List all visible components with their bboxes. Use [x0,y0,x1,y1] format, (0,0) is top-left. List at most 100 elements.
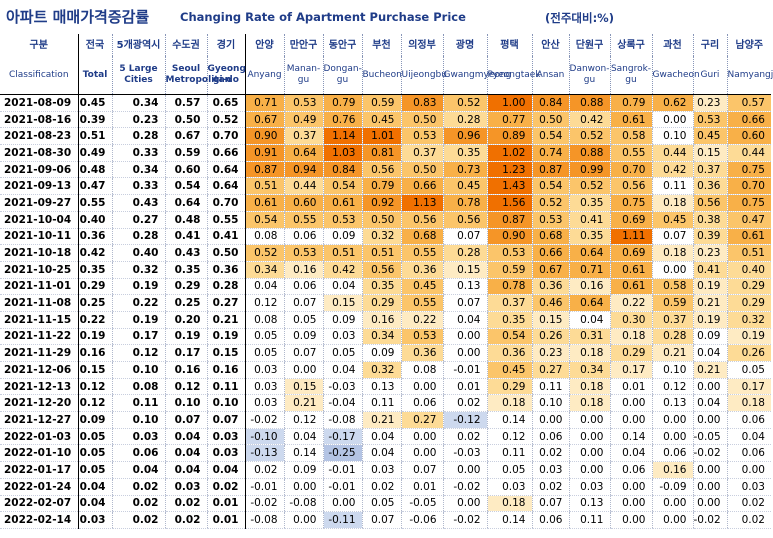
value-cell: 0.23 [111,111,165,129]
value-cell: 0.03 [244,361,284,379]
column-header-en: Danwon-gu [568,56,610,95]
value-cell: 0.61 [322,194,362,212]
value-cell: 0.04 [609,444,652,463]
value-cell: 0.40 [726,261,771,279]
table-row: 2022-01-17 0.05 0.04 0.04 0.04 0.02 0.09 -0.01 0… [0,461,771,479]
value-cell: 1.14 [322,127,362,146]
value-cell: 0.53 [400,328,443,346]
value-cell: 0.70 [609,161,652,179]
value-cell: 0.00 [692,411,727,429]
value-cell: 0.96 [442,127,487,146]
value-cell: 0.07 [361,511,401,529]
value-cell: 0.00 [609,411,652,429]
value-cell: 0.66 [726,111,771,129]
value-cell: 0.54 [244,211,284,229]
value-cell: 0.50 [361,211,401,229]
value-cell: 0.55 [609,144,652,162]
value-cell: 0.13 [568,495,610,513]
value-cell: 0.23 [692,244,727,262]
value-cell: 0.34 [111,94,165,112]
value-cell: -0.02 [442,478,487,496]
value-cell: 0.11 [651,177,693,196]
value-cell: 0.00 [568,461,610,479]
value-cell: 0.59 [651,294,693,312]
value-cell: 0.45 [77,94,112,112]
value-cell: 0.00 [400,428,443,446]
value-cell: 0.81 [361,144,401,162]
column-header-ko: 안양 [244,34,284,56]
row-date: 2021-11-29 [0,344,79,362]
value-cell: 0.53 [531,211,569,229]
value-cell: 0.59 [164,144,207,162]
value-cell: -0.11 [322,511,362,529]
value-cell: 0.17 [726,378,771,396]
table-body: 2021-08-09 0.45 0.34 0.57 0.65 0.71 0.53 0.79 0.… [0,94,771,529]
row-date: 2022-01-10 [0,444,79,463]
column-header-ko: 부천 [361,34,401,56]
value-cell: 0.55 [206,211,246,229]
column-header-en: Anyang [244,56,284,95]
value-cell: 0.39 [692,228,727,246]
row-date: 2021-08-09 [0,94,79,112]
row-date: 2021-08-23 [0,127,79,146]
value-cell: 0.05 [244,344,284,362]
value-cell: 0.03 [111,428,165,446]
value-cell: 0.57 [164,94,207,112]
value-cell: 0.15 [531,311,569,329]
value-cell: 0.47 [726,211,771,229]
column-header-en: Guri [692,56,727,95]
value-cell: 0.49 [77,144,112,162]
value-cell: 0.94 [283,161,323,179]
value-cell: 0.58 [651,278,693,296]
value-cell: 0.66 [206,144,246,162]
value-cell: 0.08 [400,361,443,379]
value-cell: 0.10 [651,361,693,379]
value-cell: 0.01 [206,495,246,513]
value-cell: 0.64 [568,294,610,312]
table-row: 2022-02-14 0.03 0.02 0.02 0.01 -0.08 0.00 -0.11… [0,511,771,529]
value-cell: 0.54 [322,177,362,196]
value-cell: 0.28 [111,228,165,246]
value-cell: 0.41 [692,261,727,279]
value-cell: 0.21 [361,411,401,429]
value-cell: 0.32 [361,228,401,246]
value-cell: 0.44 [283,177,323,196]
value-cell: 0.00 [651,111,693,129]
value-cell: 0.64 [283,144,323,162]
value-cell: 0.37 [283,127,323,146]
value-cell: 0.67 [531,261,569,279]
value-cell: 0.99 [568,161,610,179]
value-cell: 0.00 [692,478,727,496]
column-header-en: Gwangmyeong [442,56,511,95]
value-cell: 0.15 [77,361,112,379]
value-cell: 0.15 [322,294,362,312]
header-row-english: Classification Total 5 Large Cities Seoul M… [0,56,773,95]
value-cell: 0.22 [111,294,165,312]
value-cell: 0.06 [531,511,569,529]
value-cell: 0.67 [164,127,207,146]
value-cell: 0.53 [486,244,532,262]
value-cell: 0.28 [651,328,693,346]
value-cell: -0.13 [244,444,284,463]
table-row: 2021-10-25 0.35 0.32 0.35 0.36 0.34 0.16 0.42 0.… [0,261,771,279]
value-cell: 0.01 [400,478,443,496]
value-cell: 0.06 [651,444,693,463]
value-cell: 0.61 [244,194,284,212]
value-cell: 0.51 [361,244,401,262]
value-cell: 0.56 [400,211,443,229]
value-cell: 0.02 [726,495,771,513]
title-korean: 아파트 매매가격증감률 [6,8,150,26]
value-cell: 0.01 [442,378,487,396]
value-cell: 0.07 [164,411,207,429]
row-date: 2021-08-16 [0,111,79,129]
row-date: 2021-11-08 [0,294,79,312]
value-cell: 0.43 [111,194,165,212]
value-cell: 0.02 [442,428,487,446]
value-cell: 0.07 [206,411,246,429]
value-cell: 0.26 [726,344,771,362]
value-cell: 0.12 [77,378,112,396]
row-date: 2021-12-27 [0,411,79,429]
value-cell: 0.03 [568,478,610,496]
column-header-en: Pyeongtaek [486,56,541,95]
row-date: 2021-10-18 [0,244,79,262]
